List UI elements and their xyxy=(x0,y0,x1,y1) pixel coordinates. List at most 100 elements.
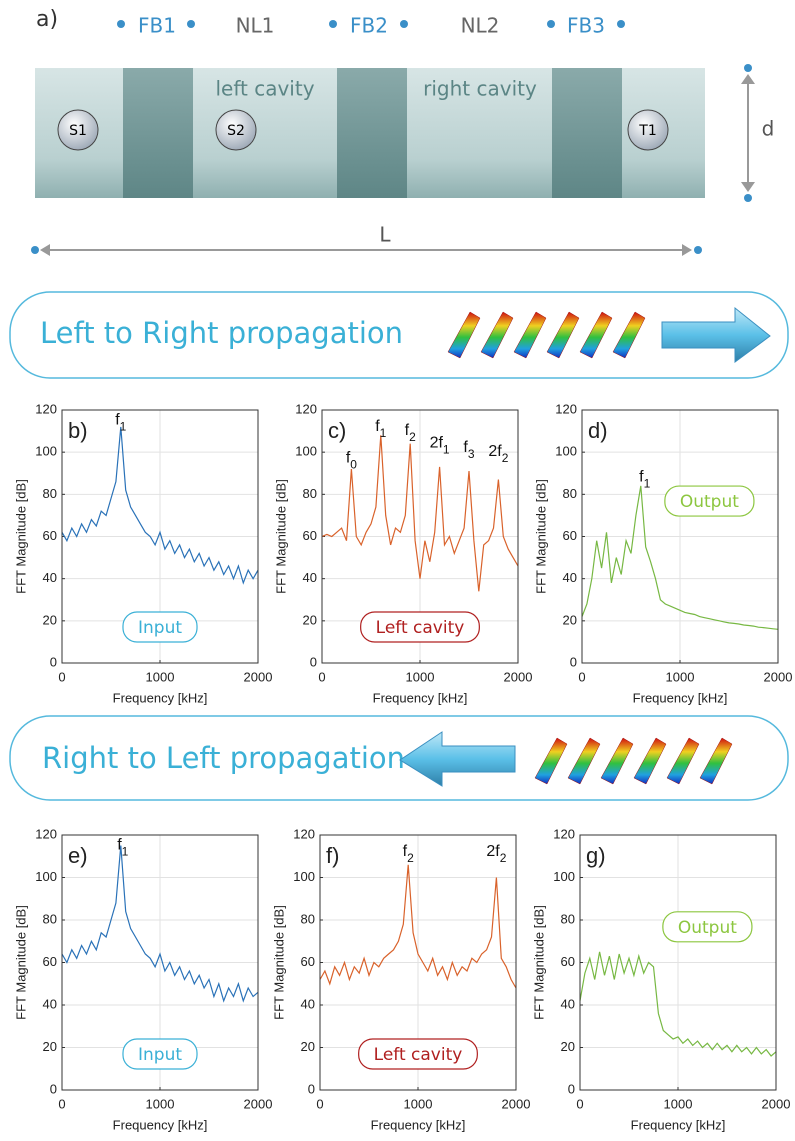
y-tick-label: 0 xyxy=(50,1081,57,1096)
wave-strip xyxy=(534,737,568,785)
y-tick-label: 40 xyxy=(561,996,575,1011)
source-label: S1 xyxy=(69,123,87,139)
wave-strip xyxy=(513,311,547,359)
peak-label-sub: 2 xyxy=(500,851,507,865)
y-tick-label: 60 xyxy=(43,954,57,969)
y-tick-label: 120 xyxy=(555,401,577,416)
peak-label-main: f xyxy=(346,450,351,467)
block xyxy=(552,68,622,198)
y-tick-label: 60 xyxy=(43,528,57,543)
y-tick-label: 100 xyxy=(35,444,57,459)
peak-label-main: 2f xyxy=(430,435,444,452)
panel-label: e) xyxy=(68,843,88,868)
x-axis-label: Frequency [kHz] xyxy=(631,1117,726,1132)
banner xyxy=(9,291,789,379)
peak-label: f0 xyxy=(346,450,357,472)
y-tick-label: 100 xyxy=(35,869,57,884)
x-tick-label: 0 xyxy=(316,1096,323,1111)
cavity-label: right cavity xyxy=(423,77,537,101)
x-tick-label: 2000 xyxy=(502,1096,531,1111)
y-tick-label: 120 xyxy=(293,826,315,841)
y-axis-label: FFT Magnitude [dB] xyxy=(271,905,286,1020)
dimension-arrows xyxy=(40,74,755,256)
x-tick-label: 1000 xyxy=(146,1096,175,1111)
x-axis-label: Frequency [kHz] xyxy=(371,1117,466,1132)
y-tick-label: 120 xyxy=(553,826,575,841)
y-axis-label: FFT Magnitude [dB] xyxy=(13,905,28,1020)
block xyxy=(337,68,407,198)
x-tick-label: 2000 xyxy=(244,1096,273,1111)
legend-label: Left cavity xyxy=(376,618,465,638)
y-tick-label: 0 xyxy=(310,654,317,669)
x-tick-label: 1000 xyxy=(664,1096,693,1111)
y-tick-label: 80 xyxy=(43,911,57,926)
markers xyxy=(117,20,625,28)
peak-label: 2f2 xyxy=(488,443,508,465)
plot-frame xyxy=(61,834,259,1091)
series-line xyxy=(579,951,777,1057)
peak-label: f1 xyxy=(375,418,386,440)
cavity-label: left cavity xyxy=(215,77,314,101)
x-tick-label: 1000 xyxy=(146,669,175,684)
source-label: S2 xyxy=(227,123,245,139)
legend-label: Input xyxy=(138,618,182,638)
y-tick-label: 120 xyxy=(35,401,57,416)
panel-label: b) xyxy=(68,418,88,443)
wave-strip xyxy=(612,311,646,359)
banner xyxy=(9,715,789,801)
legend-box xyxy=(662,911,753,943)
dimension-label: d xyxy=(762,117,775,141)
nl-label: NL1 xyxy=(236,14,275,38)
peak-label-sub: 1 xyxy=(380,426,387,440)
diagram: a) FB1 NL1 FB2 NL2 FB3 left cavity right… xyxy=(31,7,774,256)
x-axis-label: Frequency [kHz] xyxy=(113,690,208,705)
y-axis-label: FFT Magnitude [dB] xyxy=(13,479,28,594)
plot-frame xyxy=(321,409,519,664)
y-tick-label: 40 xyxy=(43,570,57,585)
peak-label-sub: 2 xyxy=(409,430,416,444)
target xyxy=(627,109,669,151)
y-tick-label: 100 xyxy=(553,869,575,884)
peak-label-sub: 0 xyxy=(350,458,357,472)
peak-label-sub: 1 xyxy=(122,845,129,859)
y-tick-label: 20 xyxy=(561,1039,575,1054)
y-tick-label: 0 xyxy=(568,1081,575,1096)
target-label: T1 xyxy=(638,123,656,139)
peak-label-sub: 1 xyxy=(443,443,450,457)
y-tick-label: 20 xyxy=(43,1039,57,1054)
fb-label: FB2 xyxy=(350,14,388,38)
direction-arrow xyxy=(399,731,516,787)
x-tick-label: 2000 xyxy=(244,669,273,684)
wave-strip xyxy=(567,737,601,785)
y-tick-label: 80 xyxy=(561,911,575,926)
x-tick-label: 0 xyxy=(576,1096,583,1111)
nl-label: NL2 xyxy=(461,14,500,38)
x-tick-label: 1000 xyxy=(404,1096,433,1111)
x-tick-label: 1000 xyxy=(406,669,435,684)
y-tick-label: 60 xyxy=(561,954,575,969)
peak-label: 2f2 xyxy=(486,843,506,865)
banner-text: Right to Left propagation xyxy=(42,741,405,775)
y-tick-label: 20 xyxy=(563,612,577,627)
peak-label-main: 2f xyxy=(488,443,502,460)
peak-label-sub: 3 xyxy=(468,447,475,461)
fb-label: FB1 xyxy=(138,14,176,38)
panel-label: c) xyxy=(328,418,346,443)
wave-icon xyxy=(534,737,733,785)
peak-label-main: f xyxy=(405,422,410,439)
peak-label-main: f xyxy=(463,439,468,456)
peak-label: f1 xyxy=(639,469,650,491)
y-tick-label: 40 xyxy=(303,570,317,585)
panel-label: g) xyxy=(586,843,606,868)
y-tick-label: 80 xyxy=(303,486,317,501)
peak-label-sub: 2 xyxy=(407,851,414,865)
wave-strip xyxy=(447,311,481,359)
y-tick-label: 20 xyxy=(303,612,317,627)
peak-label-sub: 2 xyxy=(502,451,509,465)
y-tick-label: 80 xyxy=(43,486,57,501)
fb-label: FB3 xyxy=(567,14,605,38)
peak-label: 2f1 xyxy=(430,435,450,457)
x-axis-label: Frequency [kHz] xyxy=(113,1117,208,1132)
block xyxy=(123,68,193,198)
x-tick-label: 2000 xyxy=(504,669,533,684)
